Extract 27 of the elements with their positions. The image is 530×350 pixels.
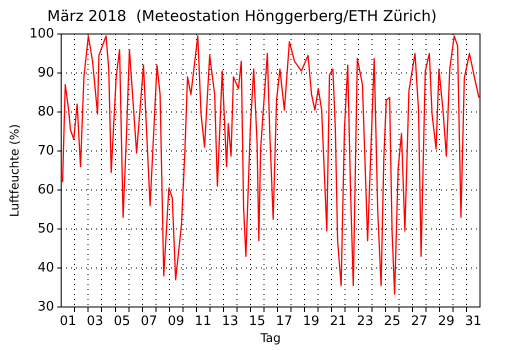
y-tick-label: 70 — [38, 143, 54, 158]
chart-title: März 2018 (Meteostation Hönggerberg/ETH Zürich) — [47, 6, 437, 25]
x-tick-label: 21 — [330, 314, 346, 330]
y-tick-label: 100 — [29, 26, 54, 42]
y-tick-label: 60 — [38, 182, 54, 198]
x-tick-label: 29 — [438, 314, 454, 330]
y-tick-label: 40 — [38, 260, 54, 276]
x-tick-label: 15 — [248, 314, 266, 330]
x-tick-label: 07 — [140, 314, 158, 330]
x-tick-label: 05 — [114, 314, 130, 330]
x-tick-label: 13 — [222, 314, 238, 330]
x-tick-label: 09 — [168, 314, 184, 330]
y-tick-label: 50 — [38, 221, 54, 236]
y-tick-label: 90 — [38, 65, 54, 80]
y-tick-label: 30 — [38, 299, 54, 314]
x-tick-label: 27 — [410, 314, 428, 330]
x-tick-label: 11 — [194, 314, 212, 330]
x-tick-label: 23 — [356, 314, 374, 330]
x-tick-label: 19 — [302, 314, 320, 330]
x-tick-label: 01 — [60, 314, 76, 330]
x-tick-label: 17 — [276, 314, 292, 330]
x-tick-label: 25 — [384, 314, 400, 330]
y-tick-label: 80 — [38, 104, 54, 120]
x-axis-title: Tag — [259, 330, 281, 345]
y-axis-title: Luftfeuchte (%) — [7, 124, 22, 217]
x-tick-label: 31 — [464, 314, 482, 330]
x-tick-label: 03 — [86, 314, 104, 330]
